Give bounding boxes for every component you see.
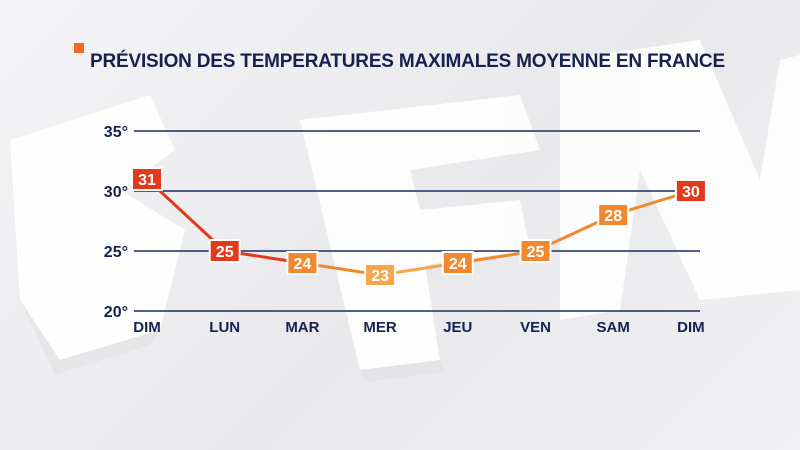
data-point: 31	[131, 167, 163, 191]
x-tick-label: LUN	[209, 319, 240, 336]
data-point: 24	[286, 251, 319, 275]
data-point-box	[519, 239, 552, 263]
y-tick-label: 35°	[104, 124, 128, 141]
data-label: 30	[682, 184, 700, 201]
data-point: 23	[364, 263, 397, 287]
x-axis-ticks: DIM LUN MAR MER JEU VEN SAM DIM	[133, 319, 704, 336]
data-point-box	[364, 263, 397, 287]
y-axis-ticks: 20° 25° 30° 35°	[104, 124, 128, 321]
data-label: 24	[294, 256, 312, 273]
x-tick-label: MER	[363, 319, 397, 336]
data-label: 24	[449, 256, 467, 273]
x-tick-label: VEN	[520, 319, 551, 336]
chart-title: PRÉVISION DES TEMPERATURES MAXIMALES MOY…	[90, 51, 725, 72]
y-tick-label: 30°	[104, 184, 128, 201]
data-points: 31 25 24 23 24 25 28 30	[131, 167, 707, 287]
data-point-box	[131, 167, 163, 191]
data-label: 23	[371, 268, 389, 285]
data-point-box	[441, 251, 474, 275]
y-tick-label: 20°	[104, 304, 128, 321]
data-label: 25	[527, 244, 545, 261]
data-point: 25	[208, 239, 241, 263]
data-point-box	[208, 239, 241, 263]
x-tick-label: DIM	[677, 319, 705, 336]
accent-square-icon	[74, 43, 84, 53]
data-label: 31	[138, 172, 156, 189]
x-tick-label: SAM	[597, 319, 630, 336]
x-tick-label: MAR	[285, 319, 319, 336]
x-tick-label: DIM	[133, 319, 161, 336]
x-tick-label: JEU	[443, 319, 472, 336]
data-point-box	[674, 179, 707, 203]
y-tick-label: 25°	[104, 244, 128, 261]
data-point-box	[597, 203, 630, 227]
data-label: 28	[604, 208, 622, 225]
data-point-box	[286, 251, 319, 275]
data-point: 28	[597, 203, 630, 227]
data-point: 25	[519, 239, 552, 263]
data-point: 30	[674, 179, 707, 203]
data-label: 25	[216, 244, 234, 261]
chart-header: PRÉVISION DES TEMPERATURES MAXIMALES MOY…	[74, 38, 774, 78]
data-point: 24	[441, 251, 474, 275]
